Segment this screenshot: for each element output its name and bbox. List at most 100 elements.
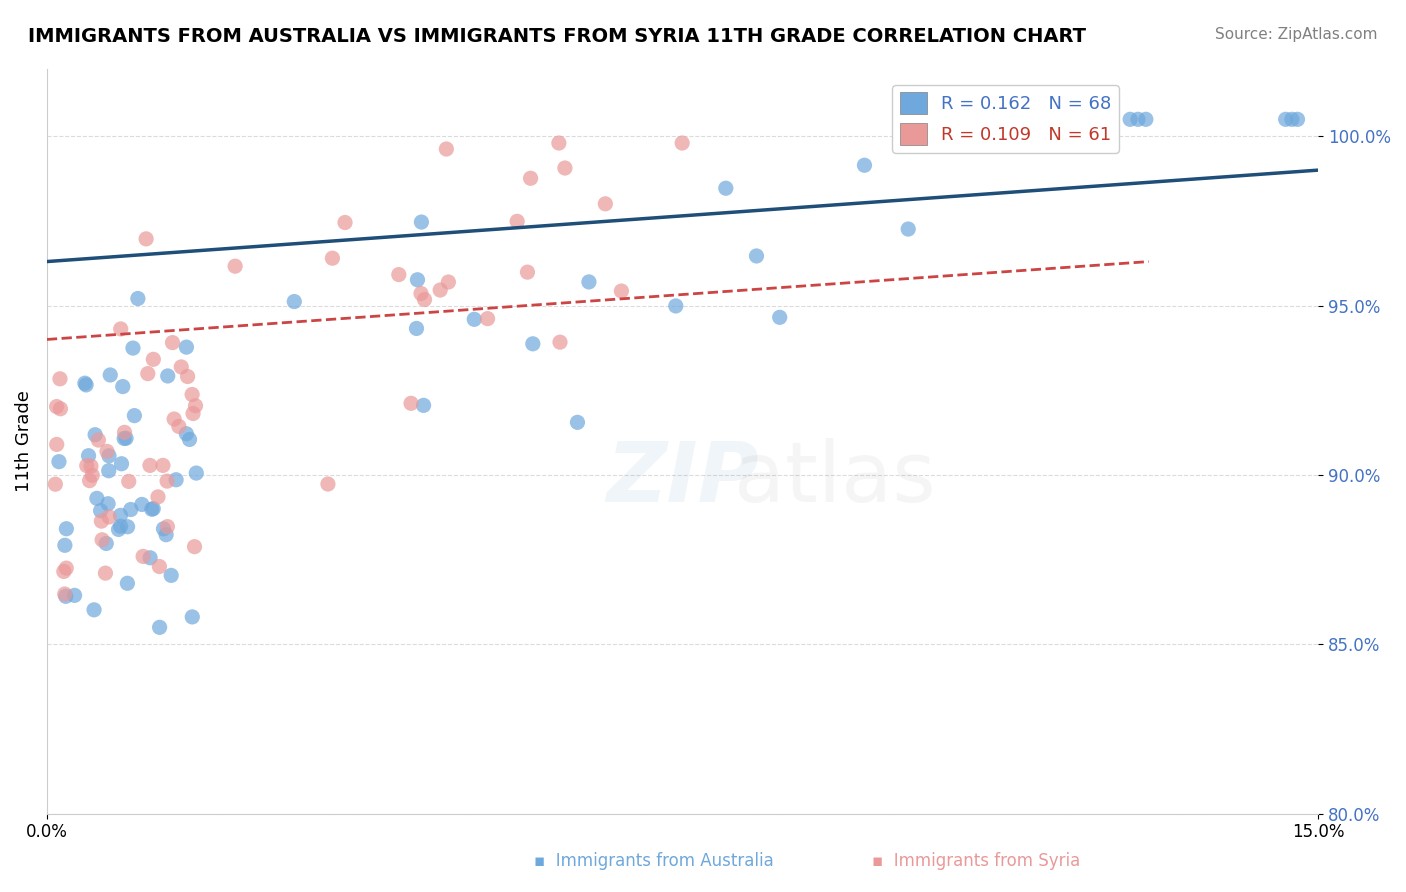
- Immigrants from Syria: [94, 566, 117, 581]
- Immigrants from Australia: [139, 550, 162, 565]
- Immigrants from Syria: [595, 196, 617, 211]
- Immigrants from Australia: [107, 523, 129, 537]
- Immigrants from Australia: [110, 457, 132, 471]
- Immigrants from Australia: [127, 292, 149, 306]
- Immigrants from Australia: [75, 378, 97, 392]
- Immigrants from Australia: [186, 466, 208, 480]
- Immigrants from Syria: [96, 444, 118, 458]
- Immigrants from Syria: [437, 275, 460, 289]
- Immigrants from Australia: [110, 519, 132, 533]
- Immigrants from Australia: [405, 321, 427, 335]
- Immigrants from Syria: [45, 400, 67, 414]
- Immigrants from Australia: [122, 341, 145, 355]
- Immigrants from Syria: [136, 367, 159, 381]
- Legend: R = 0.162   N = 68, R = 0.109   N = 61: R = 0.162 N = 68, R = 0.109 N = 61: [893, 85, 1119, 153]
- Immigrants from Syria: [181, 387, 204, 401]
- Immigrants from Syria: [90, 514, 112, 528]
- Immigrants from Syria: [321, 251, 343, 265]
- Immigrants from Syria: [49, 372, 72, 386]
- Immigrants from Syria: [44, 477, 66, 491]
- Immigrants from Australia: [714, 181, 737, 195]
- Immigrants from Syria: [152, 458, 174, 473]
- Immigrants from Australia: [73, 376, 96, 391]
- Immigrants from Australia: [522, 336, 544, 351]
- Immigrants from Australia: [131, 498, 153, 512]
- Immigrants from Syria: [333, 215, 356, 229]
- Immigrants from Australia: [567, 415, 589, 429]
- Immigrants from Syria: [170, 359, 193, 374]
- Immigrants from Australia: [463, 312, 485, 326]
- Immigrants from Australia: [1286, 112, 1309, 127]
- Immigrants from Syria: [55, 561, 77, 575]
- Immigrants from Australia: [149, 620, 172, 634]
- Immigrants from Australia: [283, 294, 305, 309]
- Immigrants from Syria: [167, 419, 190, 434]
- Immigrants from Syria: [547, 136, 569, 150]
- Immigrants from Syria: [118, 475, 141, 489]
- Immigrants from Australia: [142, 501, 165, 516]
- Immigrants from Australia: [53, 538, 76, 552]
- Immigrants from Syria: [477, 311, 499, 326]
- Immigrants from Australia: [176, 426, 198, 441]
- Immigrants from Syria: [516, 265, 538, 279]
- Immigrants from Syria: [224, 259, 246, 273]
- Immigrants from Syria: [176, 369, 198, 384]
- Immigrants from Syria: [49, 401, 72, 416]
- Immigrants from Syria: [146, 490, 169, 504]
- Immigrants from Syria: [181, 407, 204, 421]
- Immigrants from Syria: [98, 510, 121, 524]
- Immigrants from Syria: [87, 433, 110, 447]
- Immigrants from Australia: [1025, 112, 1047, 127]
- Immigrants from Australia: [90, 503, 112, 517]
- Immigrants from Syria: [76, 458, 98, 473]
- Immigrants from Australia: [97, 497, 120, 511]
- Immigrants from Syria: [413, 293, 436, 307]
- Immigrants from Australia: [1135, 112, 1157, 127]
- Immigrants from Syria: [110, 322, 132, 336]
- Immigrants from Australia: [97, 464, 120, 478]
- Text: IMMIGRANTS FROM AUSTRALIA VS IMMIGRANTS FROM SYRIA 11TH GRADE CORRELATION CHART: IMMIGRANTS FROM AUSTRALIA VS IMMIGRANTS …: [28, 27, 1085, 45]
- Immigrants from Australia: [181, 610, 204, 624]
- Immigrants from Australia: [176, 340, 198, 354]
- Immigrants from Australia: [111, 379, 134, 393]
- Immigrants from Australia: [117, 520, 139, 534]
- Immigrants from Syria: [53, 587, 76, 601]
- Immigrants from Australia: [152, 522, 174, 536]
- Text: atlas: atlas: [734, 438, 936, 519]
- Immigrants from Australia: [155, 527, 177, 541]
- Immigrants from Syria: [610, 284, 633, 298]
- Immigrants from Australia: [160, 568, 183, 582]
- Immigrants from Syria: [183, 540, 205, 554]
- Immigrants from Australia: [412, 398, 434, 412]
- Immigrants from Australia: [179, 433, 201, 447]
- Immigrants from Australia: [578, 275, 600, 289]
- Immigrants from Syria: [184, 399, 207, 413]
- Immigrants from Syria: [434, 142, 457, 156]
- Immigrants from Australia: [665, 299, 688, 313]
- Immigrants from Syria: [80, 459, 103, 474]
- Text: ▪  Immigrants from Australia: ▪ Immigrants from Australia: [534, 852, 775, 870]
- Immigrants from Syria: [506, 214, 529, 228]
- Immigrants from Australia: [98, 368, 121, 382]
- Immigrants from Australia: [83, 603, 105, 617]
- Immigrants from Australia: [745, 249, 768, 263]
- Immigrants from Syria: [139, 458, 162, 473]
- Text: Source: ZipAtlas.com: Source: ZipAtlas.com: [1215, 27, 1378, 42]
- Immigrants from Syria: [429, 283, 451, 297]
- Immigrants from Syria: [162, 335, 184, 350]
- Immigrants from Australia: [77, 449, 100, 463]
- Immigrants from Australia: [84, 427, 107, 442]
- Immigrants from Australia: [406, 273, 429, 287]
- Immigrants from Australia: [897, 222, 920, 236]
- Immigrants from Syria: [148, 559, 170, 574]
- Immigrants from Australia: [141, 502, 163, 516]
- Immigrants from Australia: [48, 455, 70, 469]
- Immigrants from Australia: [165, 473, 187, 487]
- Immigrants from Australia: [98, 449, 121, 463]
- Immigrants from Syria: [45, 437, 67, 451]
- Immigrants from Australia: [110, 508, 132, 523]
- Immigrants from Australia: [1126, 112, 1149, 127]
- Immigrants from Syria: [554, 161, 576, 175]
- Immigrants from Syria: [399, 396, 422, 410]
- Immigrants from Australia: [86, 491, 108, 506]
